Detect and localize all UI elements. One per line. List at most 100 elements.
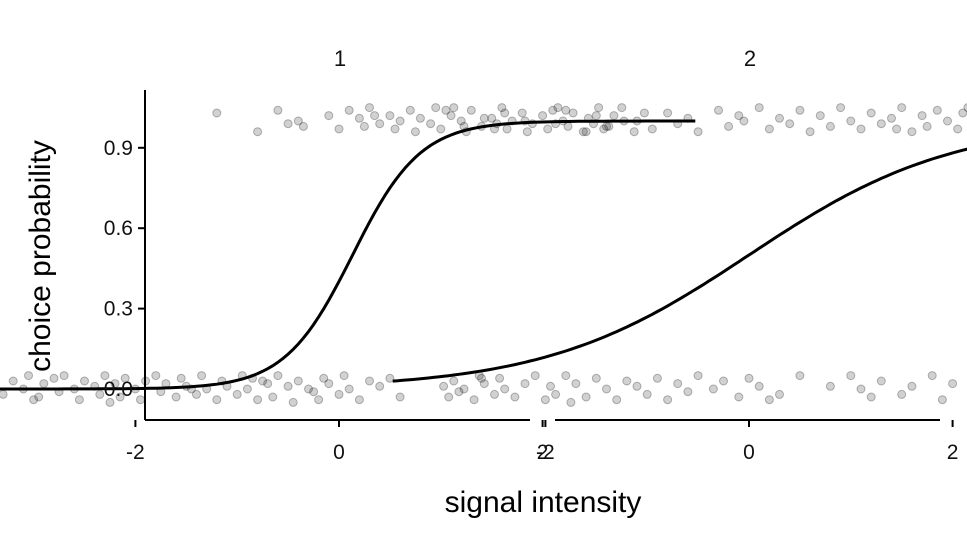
data-point <box>632 381 642 391</box>
data-point <box>100 371 110 381</box>
data-point <box>314 395 324 405</box>
data-point <box>242 384 252 394</box>
data-point <box>639 108 649 118</box>
data-point <box>594 103 604 113</box>
data-point <box>561 105 571 115</box>
data-point <box>775 389 784 399</box>
data-point <box>892 124 902 134</box>
data-point <box>212 108 222 118</box>
data-point <box>197 371 207 381</box>
data-point <box>253 127 263 137</box>
data-point <box>456 116 466 126</box>
data-point <box>887 113 896 123</box>
data-point <box>298 121 308 131</box>
data-point <box>642 389 652 399</box>
data-point <box>719 376 728 386</box>
data-point <box>385 111 395 121</box>
y-tick-label: 0.3 <box>104 298 133 321</box>
data-point <box>876 376 886 386</box>
data-point <box>581 392 591 402</box>
data-point <box>734 111 744 121</box>
data-point <box>540 395 550 405</box>
data-point <box>390 124 400 134</box>
data-point <box>171 392 181 402</box>
data-point <box>466 105 476 115</box>
data-point <box>522 127 532 137</box>
data-point <box>359 121 369 131</box>
data-point <box>479 379 489 389</box>
data-point <box>304 384 313 394</box>
data-point <box>897 389 907 399</box>
data-point <box>436 124 446 134</box>
data-point <box>469 395 479 405</box>
data-point <box>927 371 937 381</box>
data-point <box>253 395 263 405</box>
fit-curves <box>0 119 967 391</box>
data-point <box>744 373 754 383</box>
data-point <box>805 127 815 137</box>
data-point <box>629 127 639 137</box>
data-point <box>449 103 459 113</box>
data-point <box>268 392 278 402</box>
data-point <box>273 105 283 115</box>
data-point <box>459 384 469 394</box>
data-point <box>876 119 886 129</box>
data-point <box>105 397 115 407</box>
data-point <box>395 116 405 126</box>
data-point <box>663 108 673 118</box>
data-point <box>344 384 354 394</box>
data-point <box>309 387 319 397</box>
data-point <box>708 384 718 394</box>
facet-title-2: 2 <box>744 46 756 71</box>
data-point <box>897 103 907 113</box>
x-axis-title: signal intensity <box>445 486 642 519</box>
data-point <box>907 127 917 137</box>
data-point <box>566 397 576 407</box>
data-point <box>856 384 866 394</box>
data-point <box>74 395 84 405</box>
data-point <box>937 395 947 405</box>
data-point <box>775 113 784 123</box>
data-point <box>563 121 573 131</box>
data-point <box>693 127 703 137</box>
data-point <box>917 111 927 121</box>
data-point <box>602 121 611 131</box>
data-point <box>497 103 507 113</box>
data-point <box>815 111 825 121</box>
data-point <box>520 379 530 389</box>
data-point <box>344 105 354 115</box>
y-axis-title: choice probability <box>24 140 57 372</box>
data-point <box>907 381 917 391</box>
fit-curve-panel-2 <box>392 147 967 383</box>
x-tick-label: 0 <box>333 441 345 464</box>
data-point <box>324 379 334 389</box>
data-point <box>80 376 89 386</box>
data-point <box>405 105 415 115</box>
data-point <box>273 371 283 381</box>
data-point <box>510 392 520 402</box>
y-tick-label: 0.9 <box>104 137 133 160</box>
data-point <box>477 373 486 383</box>
data-point <box>354 113 364 123</box>
data-point <box>963 103 967 113</box>
data-point <box>120 373 130 383</box>
data-point <box>151 371 161 381</box>
data-point <box>609 111 619 121</box>
data-point <box>192 389 201 399</box>
data-point <box>693 371 703 381</box>
data-point <box>431 103 441 113</box>
data-point <box>8 376 18 386</box>
data-point <box>339 371 349 381</box>
data-point <box>754 381 764 391</box>
facet-title-1: 1 <box>334 46 346 71</box>
data-point <box>673 379 683 389</box>
data-point <box>49 373 59 383</box>
data-point <box>319 373 329 383</box>
data-point <box>846 371 856 381</box>
data-point <box>441 105 451 115</box>
data-point <box>375 381 385 391</box>
fit-curve-panel-1 <box>0 119 696 391</box>
data-point <box>795 105 805 115</box>
data-point <box>500 384 510 394</box>
data-point <box>739 116 749 126</box>
